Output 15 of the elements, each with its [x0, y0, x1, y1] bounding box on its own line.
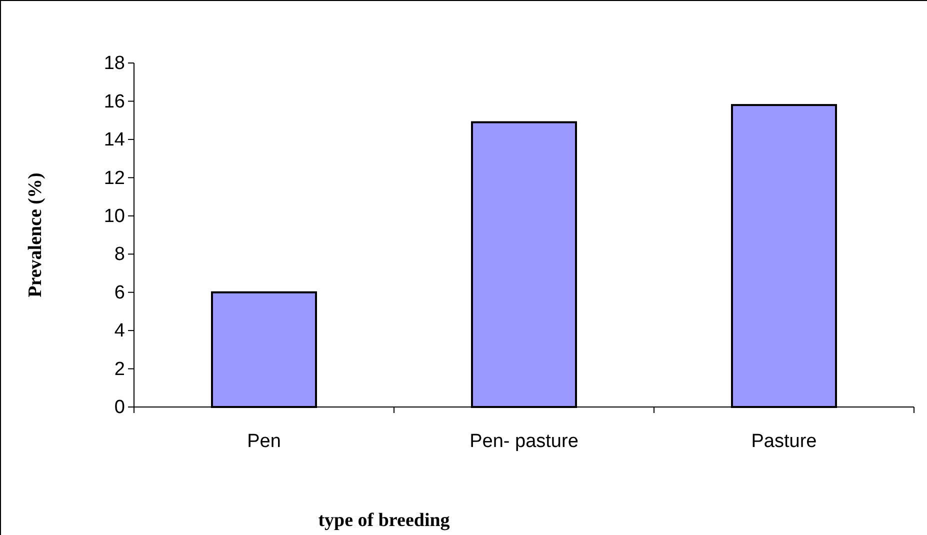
y-tick-label: 14	[104, 130, 126, 151]
y-axis-title: Prevalence (%)	[25, 172, 46, 298]
x-tick-label: Pen- pasture	[470, 431, 578, 452]
y-tick-label: 0	[114, 397, 125, 418]
x-tick-label: Pen	[247, 431, 281, 452]
y-tick-label: 18	[104, 53, 125, 74]
y-tick-label: 6	[114, 282, 125, 304]
y-tick-label: 2	[114, 358, 125, 380]
y-tick-label: 12	[104, 168, 125, 189]
y-tick-label: 10	[104, 206, 125, 227]
y-tick-label: 8	[114, 244, 125, 266]
x-axis-title: type of breeding	[318, 510, 450, 531]
x-tick-label: Pasture	[751, 431, 817, 452]
y-tick-label: 16	[104, 91, 125, 112]
y-tick-label: 4	[114, 320, 126, 342]
